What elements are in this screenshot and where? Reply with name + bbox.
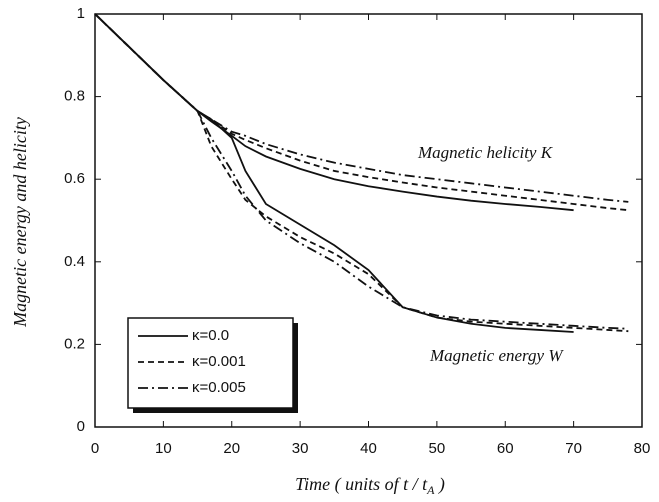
x-axis-label-end: ) — [434, 474, 445, 495]
y-tick-label: 0.6 — [64, 170, 85, 187]
annotation: Magnetic helicity K — [417, 143, 554, 162]
x-tick-label: 80 — [634, 440, 651, 457]
energy-line — [94, 13, 574, 333]
x-axis-label: Time ( units of t / tA ) — [295, 474, 445, 497]
y-tick-label: 0 — [77, 418, 85, 435]
x-tick-label: 50 — [429, 440, 446, 457]
legend-label: κ=0.001 — [192, 353, 246, 370]
legend-box — [127, 317, 294, 409]
energy-line — [94, 13, 629, 330]
y-tick-label: 0.4 — [64, 253, 85, 270]
x-axis-label-sub: A — [426, 483, 435, 497]
helicity-line — [94, 13, 629, 203]
helicity-line — [94, 13, 574, 212]
x-tick-label: 40 — [360, 440, 377, 457]
legend-label: κ=0.005 — [192, 379, 246, 396]
y-tick-label: 0.8 — [64, 88, 85, 105]
energy-line — [94, 13, 629, 333]
x-tick-label: 60 — [497, 440, 514, 457]
x-tick-label: 70 — [565, 440, 582, 457]
legend-label: κ=0.0 — [192, 327, 229, 344]
x-tick-label: 30 — [292, 440, 309, 457]
x-axis-label-main: Time ( units of t / t — [295, 474, 428, 495]
x-tick-label: 0 — [91, 440, 99, 457]
x-tick-label: 10 — [155, 440, 172, 457]
helicity-line — [94, 13, 629, 212]
x-tick-label: 20 — [223, 440, 240, 457]
y-axis-label: Magnetic energy and helicity — [10, 117, 30, 328]
y-tick-label: 0.2 — [64, 335, 85, 352]
y-tick-label: 1 — [77, 5, 85, 22]
annotation: Magnetic energy W — [429, 346, 564, 365]
